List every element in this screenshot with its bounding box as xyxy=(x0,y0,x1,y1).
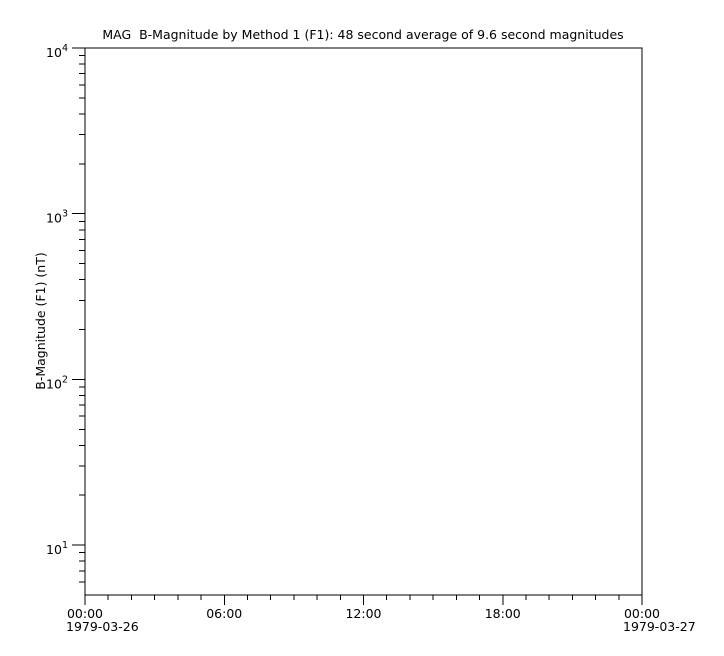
x-tick-label: 00:00 xyxy=(624,606,660,621)
y-axis-major-ticks xyxy=(72,47,85,546)
x-tick-label: 12:00 xyxy=(345,606,381,621)
x-tick-label: 06:00 xyxy=(206,606,242,621)
plot-title: MAG B-Magnitude by Method 1 (F1): 48 sec… xyxy=(102,27,623,42)
x-axis-major-ticks xyxy=(84,595,643,605)
y-tick-label: 102 xyxy=(46,374,68,391)
x-axis-minor-ticks xyxy=(107,595,620,600)
x-tick-label: 00:00 xyxy=(67,606,103,621)
x-date-label: 1979-03-26 xyxy=(66,619,139,634)
y-tick-label: 104 xyxy=(46,43,68,60)
y-tick-label: 101 xyxy=(46,540,68,557)
y-axis-label: B-Magnitude (F1) (nT) xyxy=(33,252,48,389)
x-axis-tick-labels: 00:00 06:00 12:00 18:00 00:00 xyxy=(67,606,660,621)
y-axis-minor-ticks xyxy=(79,55,85,583)
x-axis-date-labels: 1979-03-26 1979-03-27 xyxy=(66,619,696,634)
x-tick-label: 18:00 xyxy=(485,606,521,621)
x-date-label: 1979-03-27 xyxy=(623,619,696,634)
y-tick-label: 103 xyxy=(46,209,68,226)
y-axis-tick-labels: 101 102 103 104 xyxy=(46,43,68,557)
plot-area-border xyxy=(84,47,643,596)
